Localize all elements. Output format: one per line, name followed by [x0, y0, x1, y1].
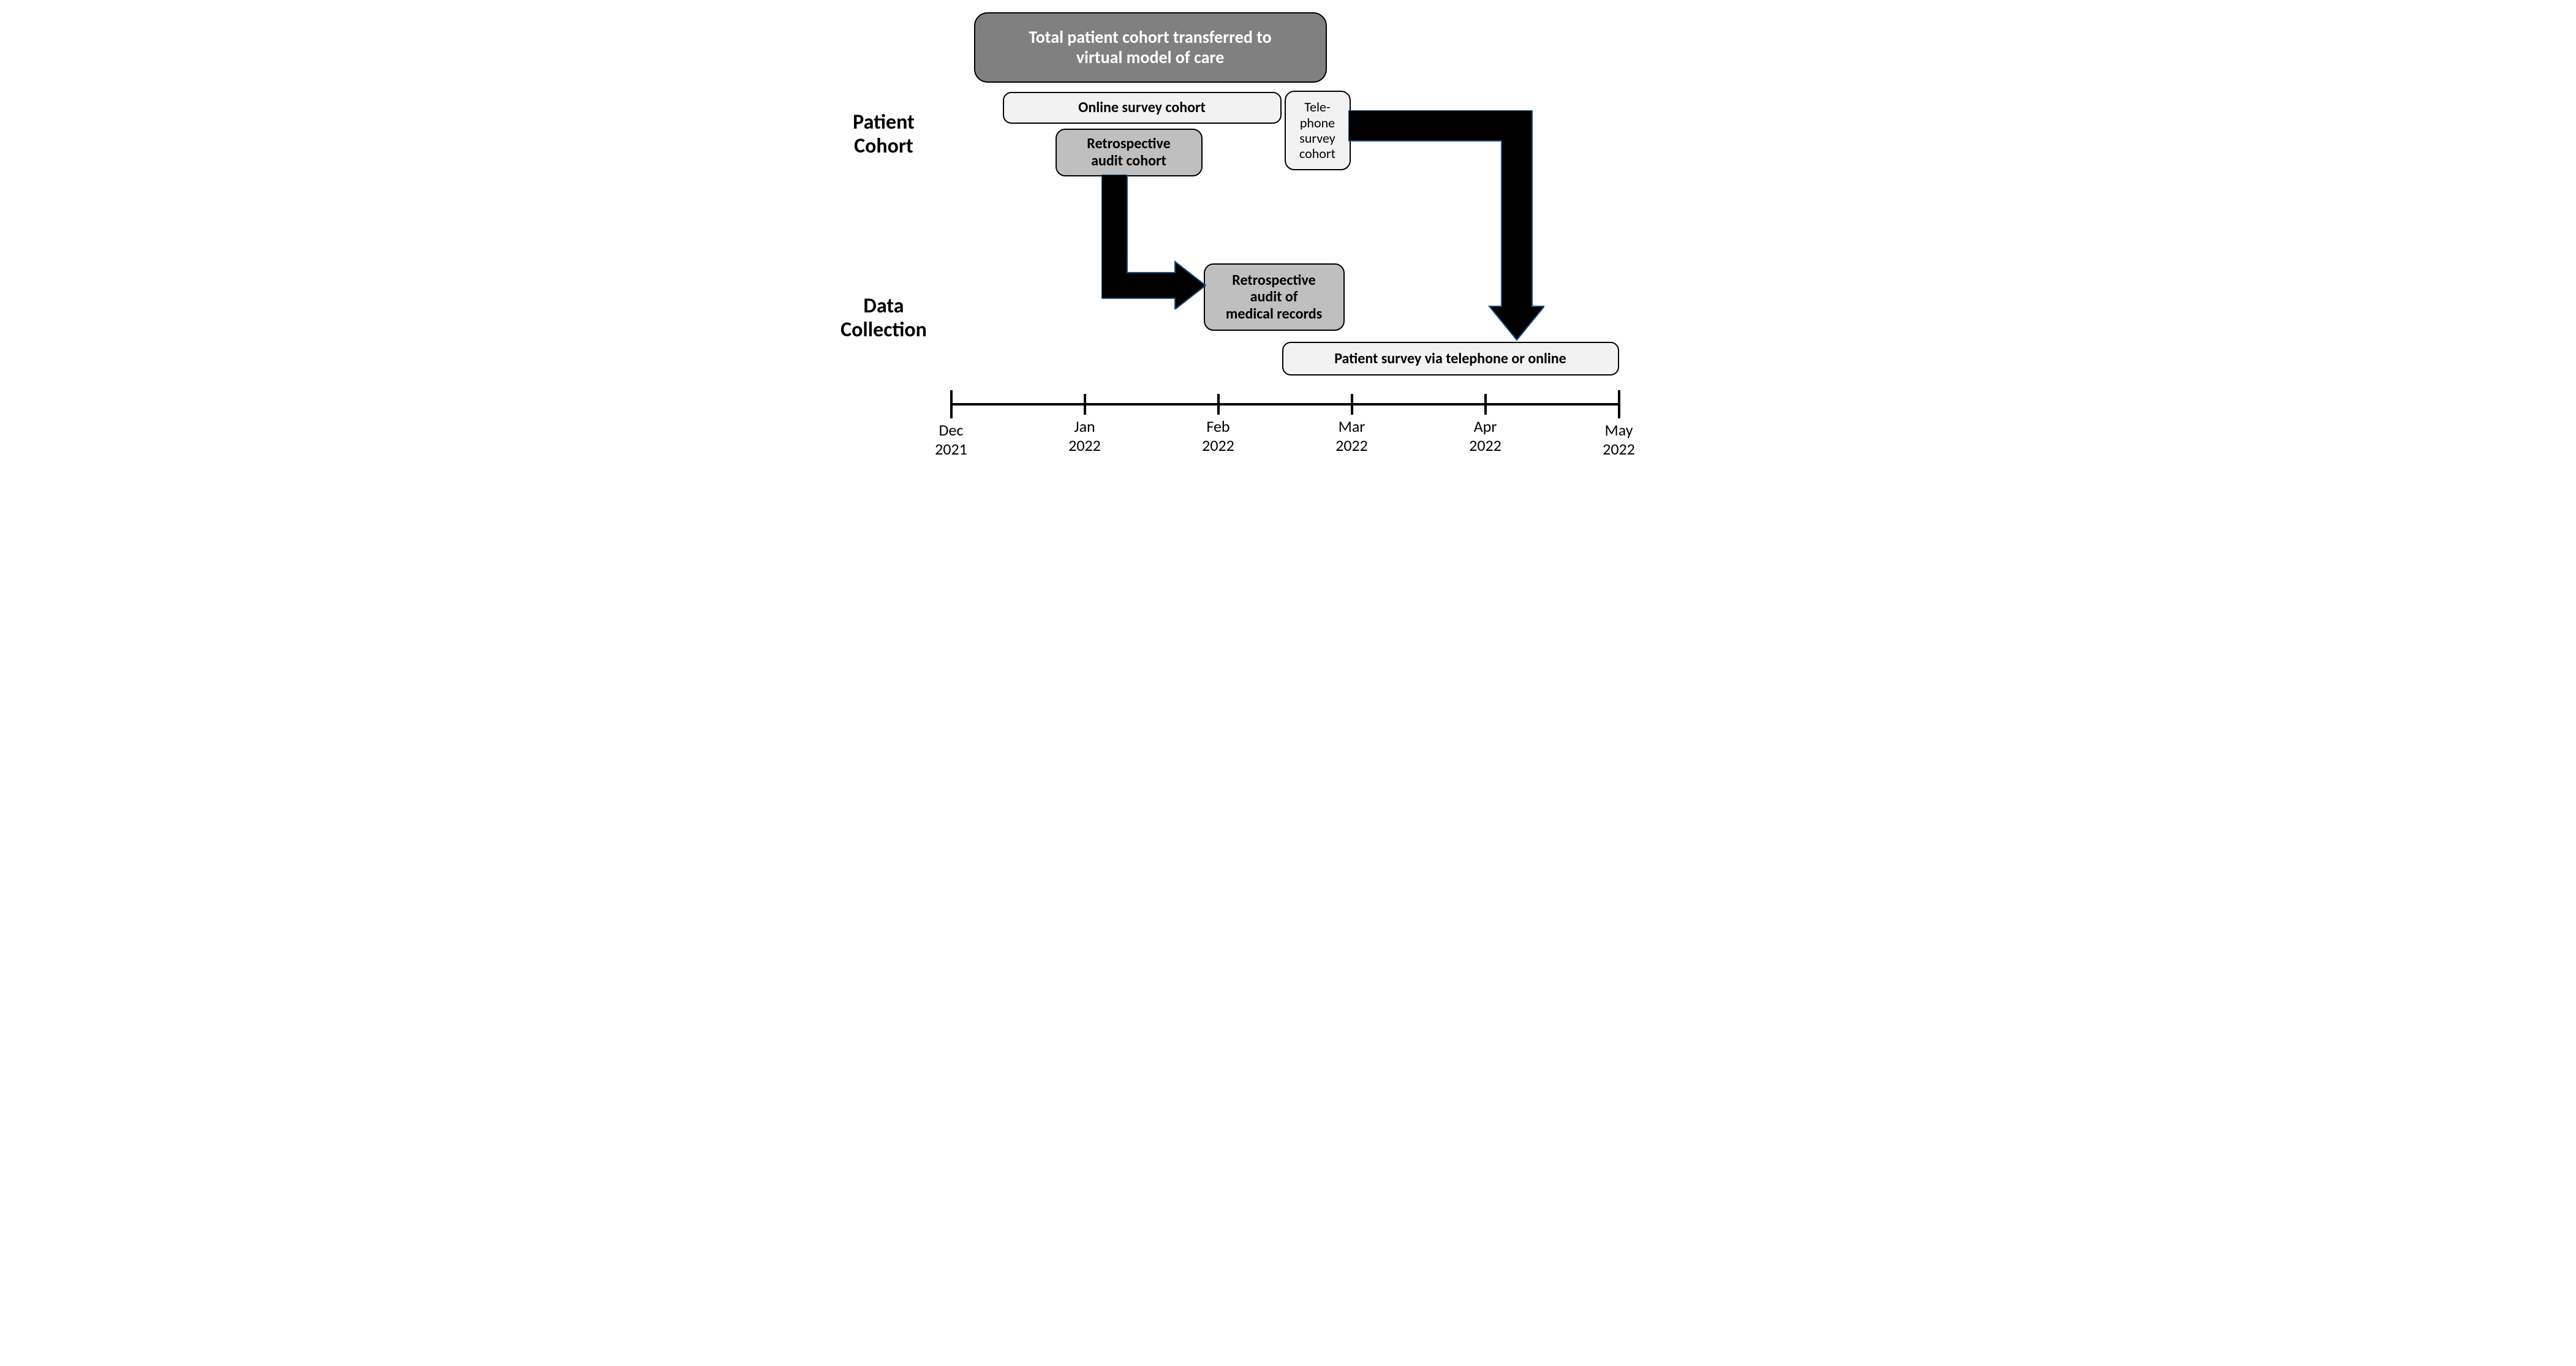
- timeline-tick-label: May2022: [1582, 421, 1656, 459]
- section-label-data-collection: DataCollection: [823, 294, 945, 342]
- arrow-retro-cohort-to-records: [1101, 175, 1212, 309]
- timeline-tick: [950, 390, 953, 418]
- box-online-survey-cohort: Online survey cohort: [1003, 92, 1282, 124]
- timeline-tick: [1217, 394, 1220, 415]
- timeline-tick: [1084, 394, 1086, 415]
- timeline-tick: [1618, 390, 1620, 418]
- timeline-tick-label: Jan2022: [1048, 417, 1122, 455]
- arrow-survey-cohort-to-patient-survey: [1348, 110, 1544, 343]
- box-patient-survey: Patient survey via telephone or online: [1282, 342, 1619, 375]
- section-label-patient-cohort: PatientCohort: [823, 110, 945, 158]
- box-total-cohort: Total patient cohort transferred tovirtu…: [974, 12, 1327, 83]
- timeline-tick-label: Apr2022: [1449, 417, 1522, 455]
- timeline-tick: [1484, 394, 1487, 415]
- box-telephone-survey-cohort: Tele-phonesurveycohort: [1285, 91, 1351, 170]
- box-retrospective-audit-cohort: Retrospectiveaudit cohort: [1056, 129, 1203, 176]
- timeline-tick: [1351, 394, 1353, 415]
- timeline-tick-label: Dec2021: [915, 421, 988, 459]
- timeline-tick-label: Feb2022: [1182, 417, 1255, 455]
- box-retrospective-audit-records: Retrospectiveaudit ofmedical records: [1204, 263, 1345, 331]
- timeline-tick-label: Mar2022: [1315, 417, 1389, 455]
- timeline-axis: [951, 403, 1619, 406]
- diagram-stage: PatientCohort DataCollection Total patie…: [823, 0, 1754, 490]
